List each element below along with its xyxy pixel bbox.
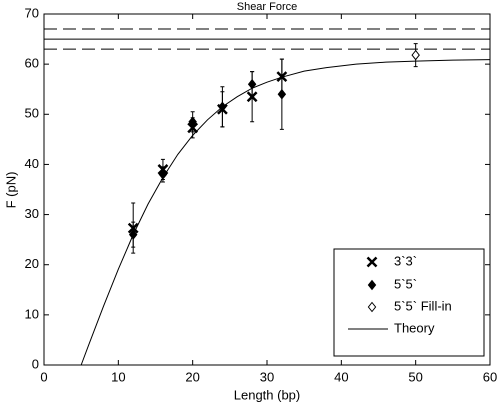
y-tick-label: 70 bbox=[25, 5, 39, 20]
x-tick-label: 0 bbox=[40, 369, 47, 384]
legend-label: Theory bbox=[394, 320, 435, 335]
x-tick-label: 30 bbox=[260, 369, 274, 384]
legend-label: 3`3` bbox=[394, 253, 417, 268]
legend-label: 5`5` Fill-in bbox=[394, 298, 452, 313]
theory-line bbox=[80, 59, 491, 366]
legend-swatch bbox=[367, 279, 377, 291]
x-tick-label: 50 bbox=[408, 369, 422, 384]
x-axis-label: Length (bp) bbox=[234, 387, 301, 402]
x-tick-label: 60 bbox=[483, 369, 497, 384]
legend-label: 5`5` bbox=[394, 276, 417, 291]
data-point bbox=[277, 88, 287, 100]
y-tick-label: 0 bbox=[32, 356, 39, 371]
y-tick-label: 10 bbox=[25, 306, 39, 321]
y-axis-label: F (pN) bbox=[3, 172, 18, 209]
y-tick-label: 20 bbox=[25, 256, 39, 271]
y-tick-label: 50 bbox=[25, 106, 39, 121]
y-tick-label: 40 bbox=[25, 156, 39, 171]
y-tick-label: 30 bbox=[25, 206, 39, 221]
chart-title: Shear Force bbox=[237, 1, 298, 13]
x-tick-label: 20 bbox=[185, 369, 199, 384]
y-tick-label: 60 bbox=[25, 56, 39, 71]
x-tick-label: 10 bbox=[111, 369, 125, 384]
data-point bbox=[188, 116, 197, 128]
x-tick-label: 40 bbox=[334, 369, 348, 384]
legend-swatch bbox=[367, 301, 377, 313]
data-point bbox=[411, 49, 420, 61]
legend-swatch bbox=[366, 256, 378, 268]
legend-box bbox=[333, 248, 485, 357]
